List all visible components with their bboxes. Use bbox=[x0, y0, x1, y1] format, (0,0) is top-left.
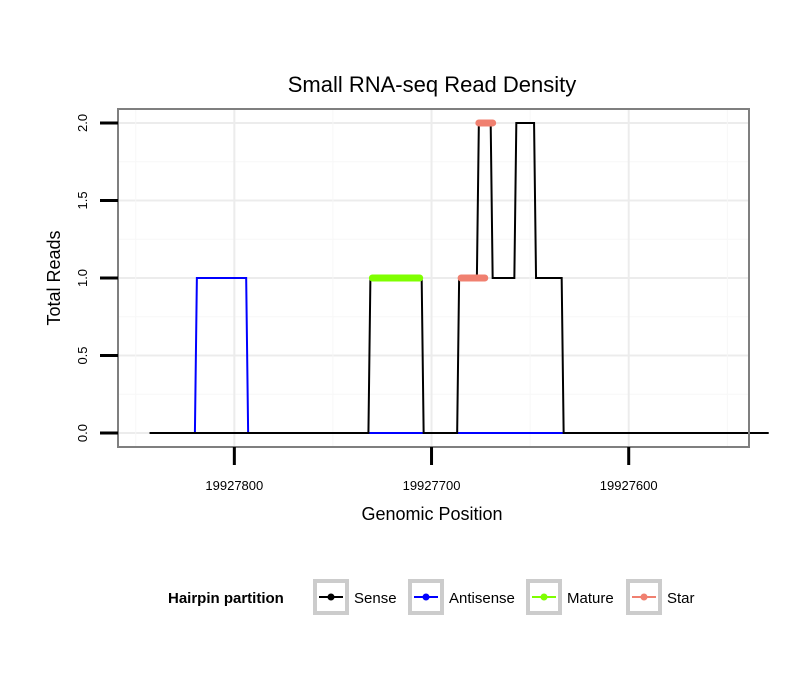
legend-label: Antisense bbox=[449, 590, 515, 607]
legend-label: Mature bbox=[567, 590, 614, 607]
y-tick-label: 1.5 bbox=[75, 191, 90, 209]
x-tick-label: 19927700 bbox=[403, 478, 461, 493]
legend-label: Sense bbox=[354, 590, 397, 607]
legend-label: Star bbox=[667, 590, 695, 607]
legend-item-mature: Mature bbox=[526, 579, 614, 615]
y-axis: 0.0 0.5 1.0 1.5 2.0 bbox=[75, 114, 118, 442]
y-tick-label: 0.5 bbox=[75, 346, 90, 364]
legend-key-point bbox=[540, 593, 548, 601]
x-tick-label: 19927600 bbox=[600, 478, 658, 493]
x-axis-title: Genomic Position bbox=[361, 504, 502, 524]
y-axis-title: Total Reads bbox=[44, 230, 64, 325]
legend-item-star: Star bbox=[626, 579, 695, 615]
legend: Hairpin partition Sense Antisense Mature St… bbox=[168, 579, 695, 615]
legend-title: Hairpin partition bbox=[168, 590, 284, 607]
x-tick-label: 19927800 bbox=[205, 478, 263, 493]
legend-item-sense: Sense bbox=[313, 579, 397, 615]
legend-item-antisense: Antisense bbox=[408, 579, 515, 615]
chart-title: Small RNA-seq Read Density bbox=[288, 72, 577, 97]
legend-key-point bbox=[422, 593, 430, 601]
legend-key-point bbox=[327, 593, 335, 601]
series-layer bbox=[149, 119, 769, 435]
y-tick-label: 2.0 bbox=[75, 114, 90, 132]
legend-key-point bbox=[640, 593, 648, 601]
y-tick-label: 1.0 bbox=[75, 269, 90, 287]
x-axis: 19927800 19927700 19927600 bbox=[205, 447, 658, 493]
y-tick-label: 0.0 bbox=[75, 424, 90, 442]
